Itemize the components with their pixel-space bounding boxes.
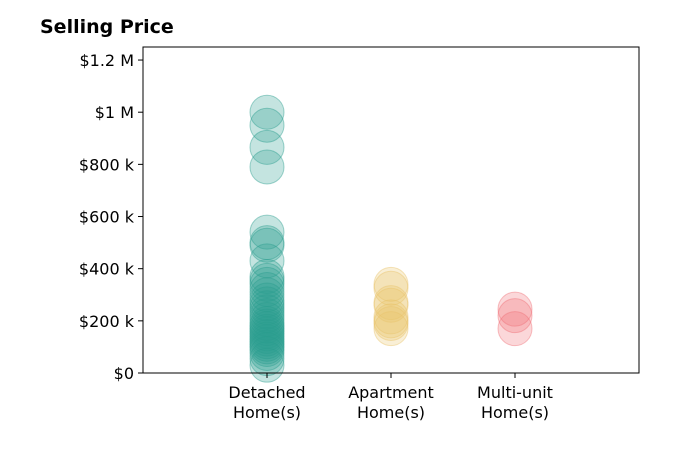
data-point — [249, 318, 285, 354]
data-point — [373, 303, 409, 339]
data-point — [249, 313, 285, 349]
data-point — [249, 298, 285, 334]
data-point — [249, 294, 285, 330]
data-point — [249, 129, 285, 165]
data-point — [249, 262, 285, 298]
y-tick-label: $1 M — [95, 103, 134, 122]
data-point — [249, 311, 285, 347]
data-point — [497, 291, 533, 327]
data-point — [249, 243, 285, 279]
data-point — [249, 266, 285, 302]
data-point — [373, 285, 409, 321]
x-axis: DetachedHome(s)ApartmentHome(s)Multi-uni… — [228, 373, 553, 422]
data-point — [249, 321, 285, 357]
data-point — [249, 286, 285, 322]
data-point — [249, 308, 285, 344]
data-point — [249, 272, 285, 308]
data-point — [373, 311, 409, 347]
data-point — [373, 299, 409, 335]
data-point — [249, 332, 285, 368]
y-tick-label: $0 — [114, 364, 134, 383]
data-point — [249, 347, 285, 383]
data-point — [249, 326, 285, 362]
points-layer — [249, 94, 533, 383]
y-tick-label: $400 k — [79, 260, 135, 279]
data-point — [249, 149, 285, 185]
chart-title: Selling Price — [40, 16, 174, 38]
data-point — [497, 311, 533, 347]
x-tick-label-line2: Home(s) — [357, 403, 425, 422]
data-point — [373, 270, 409, 306]
data-point — [249, 290, 285, 326]
data-point — [249, 277, 285, 313]
data-point — [249, 107, 285, 143]
y-axis: $0 $200 k $400 k $600 k $800 k $1 M $1.2 M — [79, 51, 143, 383]
data-point — [249, 282, 285, 318]
data-point — [249, 305, 285, 341]
data-point — [249, 335, 285, 371]
data-point — [249, 214, 285, 250]
data-point — [373, 287, 409, 323]
y-tick-label: $200 k — [79, 312, 135, 331]
y-tick-label: $800 k — [79, 155, 135, 174]
y-tick-label: $600 k — [79, 208, 135, 227]
data-point — [249, 94, 285, 130]
x-tick-label-line2: Home(s) — [233, 403, 301, 422]
data-point — [249, 302, 285, 338]
x-tick-label-line1: Multi-unit — [477, 383, 553, 402]
x-tick-label-line1: Apartment — [348, 383, 434, 402]
x-tick-label-line1: Detached — [228, 383, 305, 402]
data-point — [249, 227, 285, 263]
data-point — [373, 305, 409, 341]
data-point — [373, 266, 409, 302]
data-point — [249, 316, 285, 352]
data-point — [249, 329, 285, 365]
y-tick-label: $1.2 M — [79, 51, 134, 70]
data-point — [249, 324, 285, 360]
data-point — [249, 259, 285, 295]
data-point — [249, 225, 285, 261]
data-point — [497, 298, 533, 334]
x-tick-label-line2: Home(s) — [481, 403, 549, 422]
